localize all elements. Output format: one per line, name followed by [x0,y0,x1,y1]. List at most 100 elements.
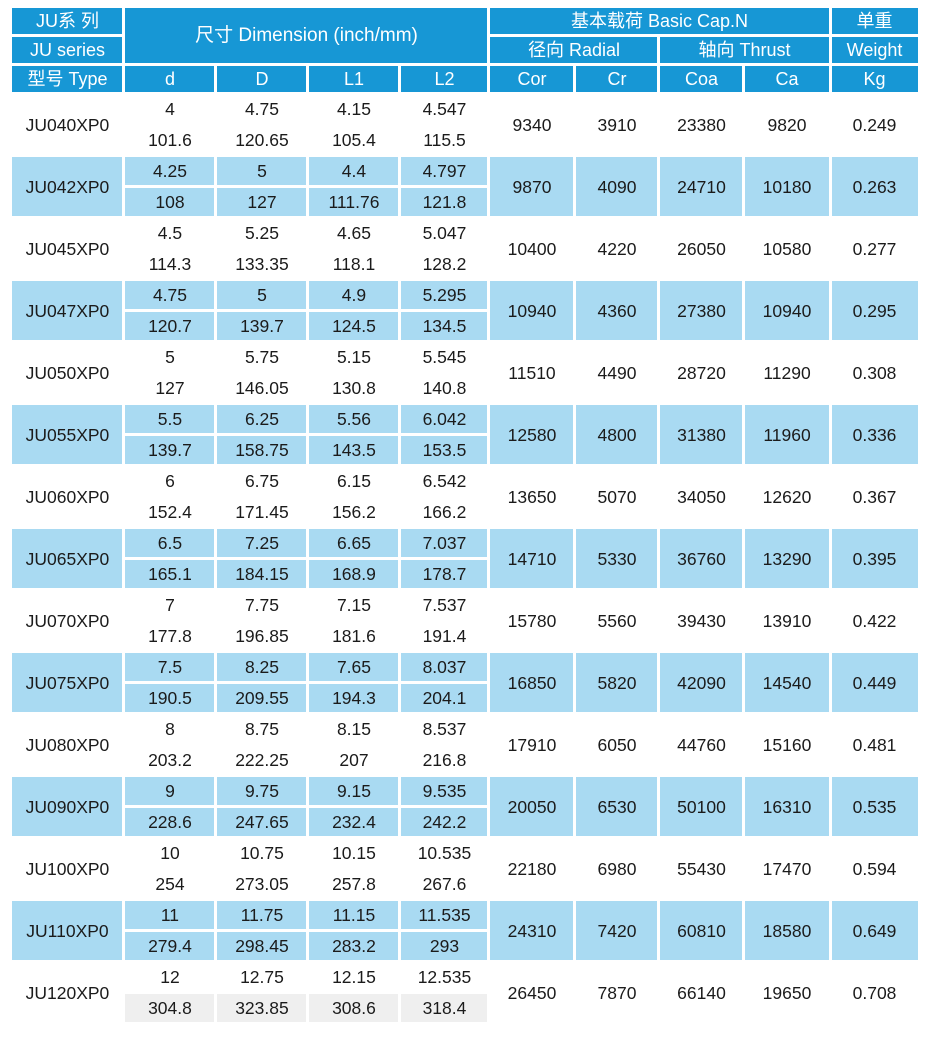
dim-L2-inch-cell: 7.537 [401,591,488,619]
cap-Cor-cell: 10400 [490,219,574,278]
cap-Cor-cell: 9870 [490,157,574,216]
cap-Coa-cell: 24710 [660,157,743,216]
model-cell: JU045XP0 [12,219,123,278]
dimension-header: 尺寸 Dimension (inch/mm) [125,8,488,63]
dim-D-inch-cell: 6.75 [217,467,307,495]
dim-d-mm-cell: 114.3 [125,250,215,278]
dim-L1-inch-cell: 4.9 [309,281,399,309]
dim-D-mm-cell: 298.45 [217,932,307,960]
row-JU055XP0-inch: JU055XP0 5.5 6.25 5.56 6.042 12580 4800 31380 11… [12,405,918,464]
weight-kg-cell: 0.535 [831,777,918,836]
row-JU042XP0-inch: JU042XP0 4.25 5 4.4 4.797 9870 4090 24710 10180 0… [12,157,918,216]
row-JU100XP0-mm: 254 273.05 257.8 267.6 [12,870,917,898]
row-JU047XP0-mm: 120.7 139.7 124.5 134.5 [12,312,917,340]
dim-L2-mm-cell: 267.6 [401,870,488,898]
row-JU075XP0-mm: 190.5 209.55 194.3 204.1 [12,684,917,712]
model-cell: JU110XP0 [12,901,123,960]
dim-L1-mm-cell: 194.3 [309,684,399,712]
dim-L2-inch-cell: 5.295 [401,281,488,309]
dim-d-inch-cell: 6.5 [125,529,215,557]
dim-D-inch-cell: 5.25 [217,219,307,247]
cap-Cor-cell: 20050 [490,777,574,836]
dim-L2-mm-cell: 191.4 [401,622,488,650]
cap-Cr-cell: 5070 [576,467,658,526]
dim-L2-mm-cell: 115.5 [401,126,488,154]
dim-L2-inch-cell: 10.535 [401,839,488,867]
dim-L2-mm-cell: 153.5 [401,436,488,464]
dim-L2-mm-cell: 242.2 [401,808,488,836]
dim-d-inch-cell: 7 [125,591,215,619]
dim-D-inch-cell: 5 [217,157,307,185]
dim-d-inch-cell: 4.5 [125,219,215,247]
cap-Cr-cell: 7870 [576,963,658,1022]
dim-d-mm-cell: 108 [125,188,215,216]
dim-L1-inch-cell: 6.65 [309,529,399,557]
header-row-2: JU series 径向 Radial 轴向 Thrust Weight [12,37,918,63]
model-cell: JU047XP0 [12,281,123,340]
dim-L1-mm-cell: 156.2 [309,498,399,526]
dim-L1-inch-cell: 6.15 [309,467,399,495]
dim-L2-inch-cell: 12.535 [401,963,488,991]
column-header-L2: L2 [401,66,488,92]
dim-D-inch-cell: 4.75 [217,95,307,123]
cap-Cor-cell: 26450 [490,963,574,1022]
dim-D-mm-cell: 273.05 [217,870,307,898]
model-cell: JU120XP0 [12,963,123,1022]
dim-L1-inch-cell: 7.65 [309,653,399,681]
dim-d-inch-cell: 11 [125,901,215,929]
cap-Cor-cell: 22180 [490,839,574,898]
dim-D-mm-cell: 146.05 [217,374,307,402]
dim-L2-inch-cell: 6.042 [401,405,488,433]
dim-L2-inch-cell: 9.535 [401,777,488,805]
dim-D-mm-cell: 323.85 [217,994,307,1022]
weight-kg-cell: 0.336 [831,405,918,464]
model-cell: JU042XP0 [12,157,123,216]
dim-d-inch-cell: 4.75 [125,281,215,309]
cap-Coa-cell: 36760 [660,529,743,588]
cap-Cor-cell: 16850 [490,653,574,712]
dim-L1-inch-cell: 4.15 [309,95,399,123]
weight-kg-cell: 0.649 [831,901,918,960]
dim-L1-mm-cell: 283.2 [309,932,399,960]
cap-Coa-cell: 27380 [660,281,743,340]
row-JU065XP0-mm: 165.1 184.15 168.9 178.7 [12,560,917,588]
weight-kg-cell: 0.277 [831,219,918,278]
row-JU090XP0-inch: JU090XP0 9 9.75 9.15 9.535 20050 6530 50100 1631… [12,777,918,836]
dim-L2-mm-cell: 318.4 [401,994,488,1022]
dim-L2-inch-cell: 4.547 [401,95,488,123]
dim-L1-inch-cell: 7.15 [309,591,399,619]
dim-L2-inch-cell: 6.542 [401,467,488,495]
dim-L2-mm-cell: 134.5 [401,312,488,340]
model-cell: JU055XP0 [12,405,123,464]
dim-D-inch-cell: 6.25 [217,405,307,433]
dim-d-mm-cell: 152.4 [125,498,215,526]
cap-Cr-cell: 6050 [576,715,658,774]
cap-Ca-cell: 19650 [745,963,829,1022]
cap-Ca-cell: 11290 [745,343,829,402]
dim-d-mm-cell: 190.5 [125,684,215,712]
dim-L1-inch-cell: 11.15 [309,901,399,929]
dim-L2-inch-cell: 8.037 [401,653,488,681]
row-JU040XP0-inch: JU040XP0 4 4.75 4.15 4.547 9340 3910 23380 9820 0… [12,95,918,154]
row-JU080XP0-mm: 203.2 222.25 207 216.8 [12,746,917,774]
dim-d-mm-cell: 203.2 [125,746,215,774]
capacity-header: 基本载荷 Basic Cap.N [490,8,829,34]
dim-L2-inch-cell: 8.537 [401,715,488,743]
dim-L1-inch-cell: 12.15 [309,963,399,991]
cap-Coa-cell: 28720 [660,343,743,402]
cap-Cr-cell: 5820 [576,653,658,712]
weight-kg-cell: 0.481 [831,715,918,774]
row-JU042XP0-mm: 108 127 111.76 121.8 [12,188,917,216]
cap-Coa-cell: 42090 [660,653,743,712]
cap-Cr-cell: 4090 [576,157,658,216]
model-cell: JU075XP0 [12,653,123,712]
row-JU045XP0-mm: 114.3 133.35 118.1 128.2 [12,250,917,278]
cap-Cr-cell: 4220 [576,219,658,278]
cap-Cor-cell: 24310 [490,901,574,960]
dim-L1-mm-cell: 232.4 [309,808,399,836]
type-column-header: 型号 Type [12,66,123,92]
dim-D-inch-cell: 5 [217,281,307,309]
dim-D-inch-cell: 7.25 [217,529,307,557]
column-header-Cor: Cor [490,66,574,92]
dim-d-mm-cell: 120.7 [125,312,215,340]
